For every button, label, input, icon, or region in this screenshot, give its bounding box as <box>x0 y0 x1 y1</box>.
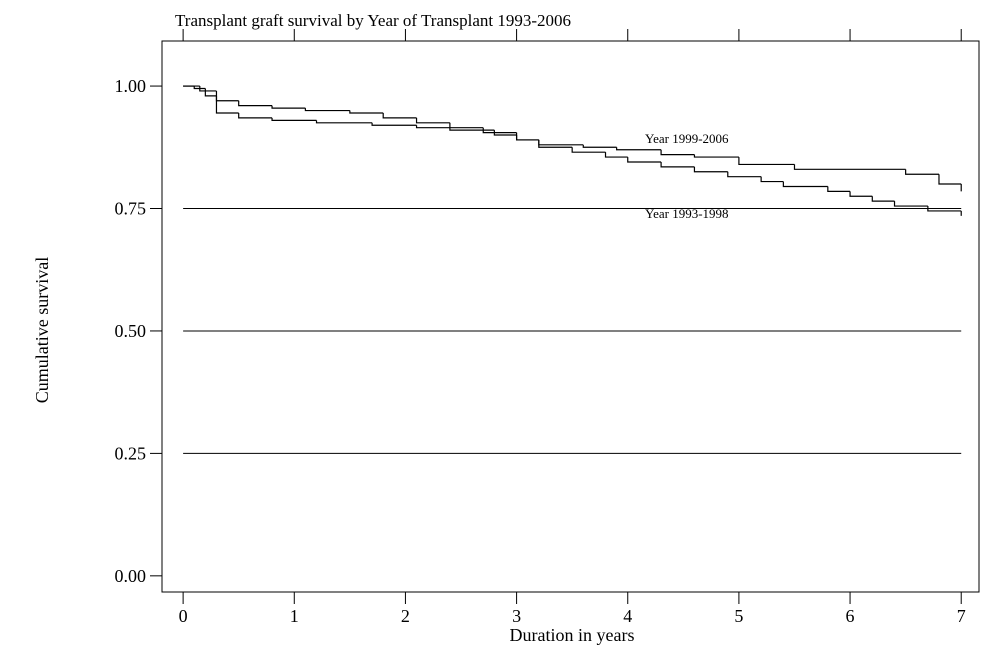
survival-step <box>660 149 695 156</box>
x-tick-label: 6 <box>846 606 855 626</box>
y-tick-label: 0.75 <box>115 199 147 219</box>
survival-step <box>571 147 606 153</box>
survival-step <box>538 139 573 148</box>
survival-step <box>871 196 895 202</box>
survival-step <box>627 157 662 163</box>
survival-step <box>349 110 384 114</box>
survival-step <box>938 174 962 185</box>
survival-step <box>238 112 273 119</box>
survival-step <box>793 164 906 170</box>
series-label: Year 1993-1998 <box>645 206 729 221</box>
x-tick-label: 5 <box>734 606 743 626</box>
x-tick-label: 0 <box>179 606 188 626</box>
survival-step <box>382 112 417 119</box>
x-tick-label: 3 <box>512 606 521 626</box>
plot-frame <box>161 40 980 593</box>
y-axis-label: Cumulative survival <box>32 257 52 403</box>
survival-step <box>304 108 350 112</box>
survival-step <box>238 100 273 107</box>
survival-step <box>760 176 784 183</box>
survival-step <box>905 169 939 175</box>
survival-step <box>215 90 239 102</box>
x-tick-label: 2 <box>401 606 410 626</box>
survival-step <box>199 86 217 92</box>
survival-step <box>693 154 739 158</box>
survival-step <box>515 135 539 141</box>
survival-step <box>660 161 695 168</box>
survival-step <box>616 147 662 151</box>
survival-step <box>515 132 539 141</box>
y-tick-label: 0.25 <box>115 443 147 463</box>
survival-step <box>893 201 928 207</box>
survival-step <box>538 139 584 146</box>
survival-step <box>927 206 962 212</box>
survival-step <box>493 130 517 136</box>
survival-step <box>415 117 450 124</box>
survival-step <box>193 86 206 90</box>
survival-step <box>204 88 217 97</box>
survival-step <box>738 157 795 166</box>
survival-step <box>371 122 417 126</box>
series-label: Year 1999-2006 <box>645 131 729 146</box>
y-tick-label: 0.00 <box>115 566 147 586</box>
survival-step <box>849 191 873 197</box>
survival-step <box>693 166 728 173</box>
survival-step <box>482 127 517 134</box>
survival-step <box>727 171 762 178</box>
survival-step <box>827 186 851 192</box>
survival-step <box>415 125 450 129</box>
x-axis-label: Duration in years <box>510 625 635 645</box>
y-tick-label: 1.00 <box>115 76 147 96</box>
survival-step <box>604 152 628 158</box>
survival-step <box>271 117 317 121</box>
chart-title: Transplant graft survival by Year of Tra… <box>175 11 571 30</box>
survival-step <box>215 95 239 114</box>
y-tick-label: 0.50 <box>115 321 147 341</box>
survival-step <box>449 127 495 131</box>
survival-step <box>449 122 484 129</box>
x-tick-label: 4 <box>623 606 632 626</box>
x-tick-label: 7 <box>957 606 966 626</box>
survival-step <box>582 144 617 148</box>
x-tick-label: 1 <box>290 606 299 626</box>
survival-step <box>315 120 373 124</box>
survival-step <box>782 181 828 188</box>
survival-step <box>271 105 306 109</box>
